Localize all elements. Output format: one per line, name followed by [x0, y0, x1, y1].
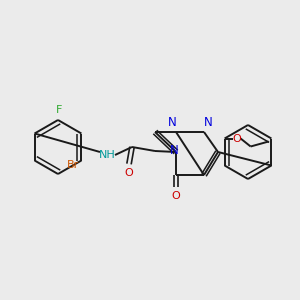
Text: N: N	[204, 116, 212, 128]
Text: O: O	[232, 134, 241, 143]
Text: N: N	[168, 116, 176, 128]
Text: O: O	[124, 168, 134, 178]
Text: O: O	[172, 191, 180, 201]
Text: NH: NH	[99, 150, 116, 160]
Text: Br: Br	[67, 160, 80, 170]
Text: N: N	[169, 143, 178, 157]
Text: F: F	[56, 105, 62, 115]
